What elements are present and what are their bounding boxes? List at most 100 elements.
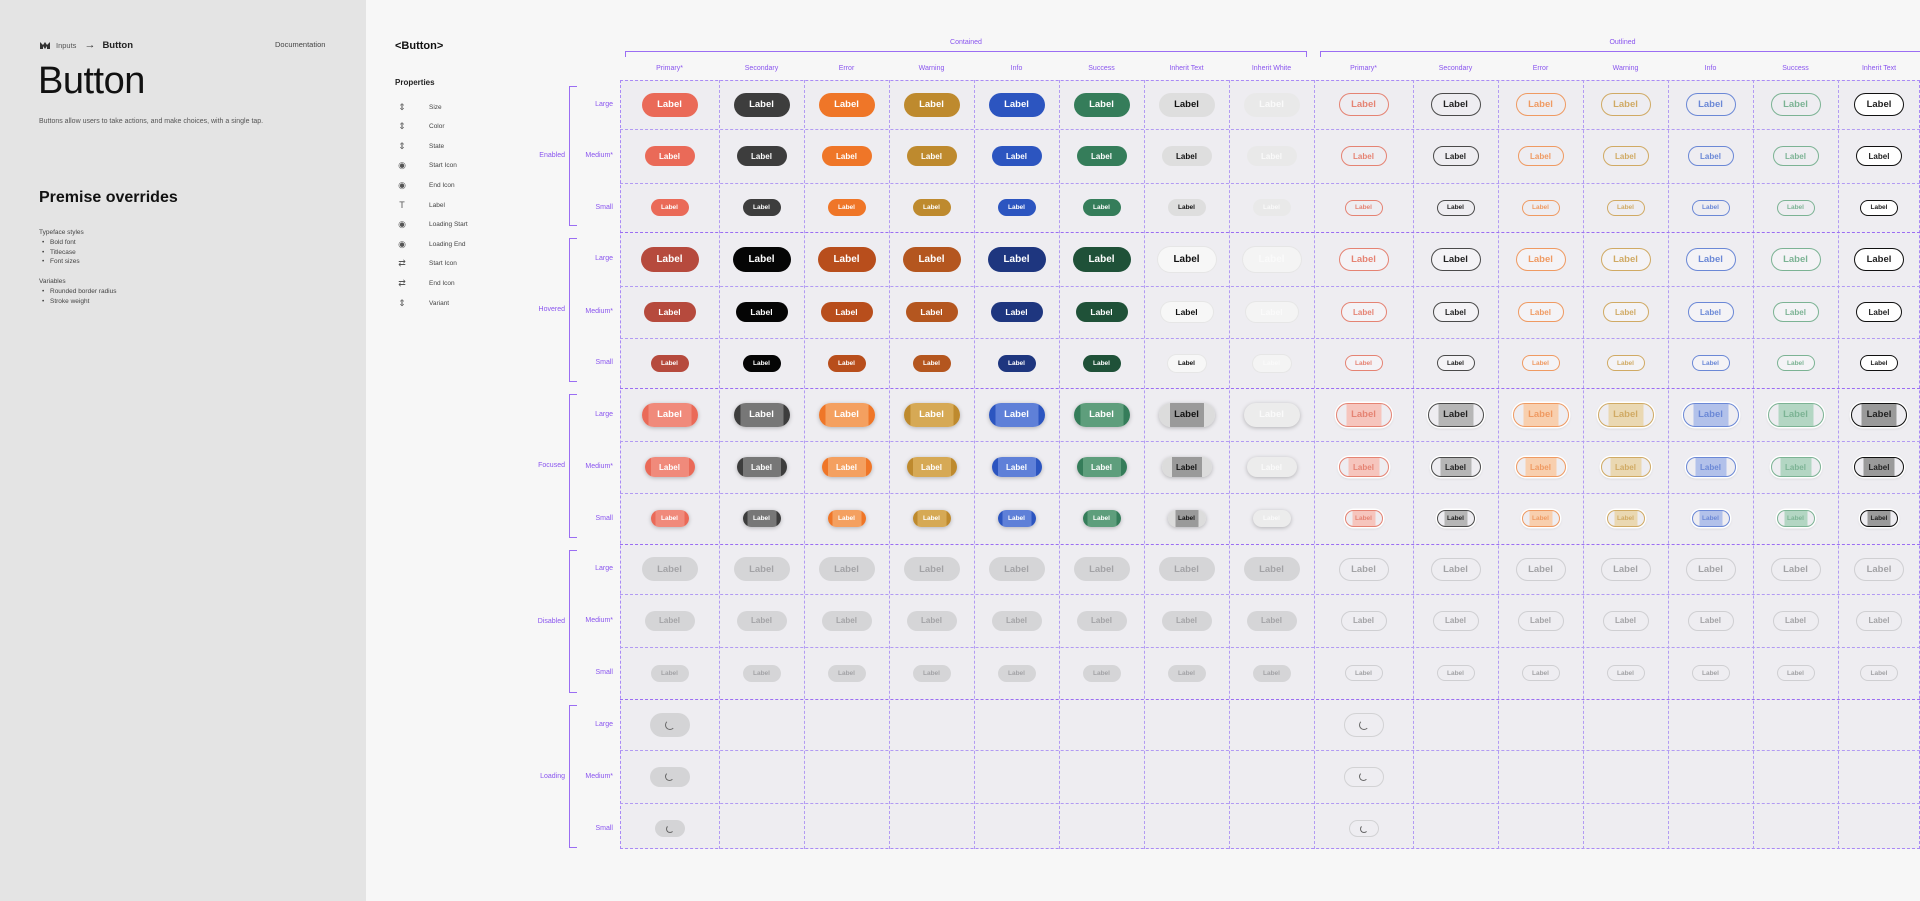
button-outlined-disabled[interactable]: Label (1687, 610, 1734, 631)
property-item[interactable]: ◉ Loading Start (395, 219, 468, 231)
button-outlined-enabled[interactable]: Label (1338, 93, 1389, 116)
button-outlined-hovered[interactable]: Label (1515, 247, 1566, 271)
button-contained-focused[interactable]: Label (641, 402, 698, 427)
button-contained-focused[interactable]: Label (903, 402, 960, 427)
button-contained-enabled[interactable]: Label (903, 92, 960, 117)
button-outlined-hovered[interactable]: Label (1430, 247, 1481, 271)
button-outlined-hovered[interactable]: Label (1776, 355, 1815, 371)
button-contained-disabled[interactable]: Label (1252, 664, 1291, 682)
button-contained-focused[interactable]: Label (988, 402, 1045, 427)
button-contained-hovered[interactable]: Label (1157, 246, 1216, 272)
button-contained-disabled[interactable]: Label (641, 557, 698, 581)
button-outlined-enabled[interactable]: Label (1691, 199, 1730, 216)
button-outlined-disabled[interactable]: Label (1344, 665, 1383, 681)
button-contained-enabled[interactable]: Label (991, 146, 1042, 166)
button-contained-disabled[interactable]: Label (644, 610, 695, 631)
button-contained-focused[interactable]: Label (733, 402, 790, 427)
button-contained-enabled[interactable]: Label (1167, 199, 1206, 216)
button-contained-disabled[interactable]: Label (1167, 664, 1206, 682)
button-contained-disabled[interactable]: Label (997, 664, 1036, 682)
button-outlined-disabled[interactable]: Label (1436, 665, 1475, 681)
button-contained-hovered[interactable]: Label (1245, 302, 1298, 322)
button-outlined-hovered[interactable]: Label (1606, 355, 1645, 371)
button-outlined-disabled[interactable]: Label (1517, 610, 1564, 631)
button-contained-hovered[interactable]: Label (902, 246, 961, 272)
button-contained-focused[interactable]: Label (906, 457, 957, 477)
button-contained-disabled[interactable]: Label (742, 664, 781, 682)
button-contained-disabled[interactable]: Label (736, 610, 787, 631)
button-contained-hovered[interactable]: Label (1075, 302, 1128, 322)
button-outlined-enabled[interactable]: Label (1436, 199, 1475, 216)
button-contained-disabled[interactable]: Label (1082, 664, 1121, 682)
button-outlined-hovered[interactable]: Label (1338, 247, 1389, 271)
button-contained-enabled[interactable]: Label (736, 146, 787, 166)
button-contained-hovered[interactable]: Label (817, 246, 876, 272)
button-contained-enabled[interactable]: Label (821, 146, 872, 166)
button-contained-hovered[interactable]: Label (1072, 246, 1131, 272)
button-contained-hovered[interactable]: Label (732, 246, 791, 272)
button-contained-disabled[interactable]: Label (912, 664, 951, 682)
button-outlined-enabled[interactable]: Label (1772, 146, 1819, 166)
property-item[interactable]: ⇄ End Icon (395, 277, 454, 289)
button-outlined-enabled[interactable]: Label (1340, 146, 1387, 166)
button-contained-hovered[interactable]: Label (912, 354, 951, 372)
button-outlined-focused[interactable]: Label (1436, 510, 1475, 527)
button-outlined-focused[interactable]: Label (1854, 457, 1904, 477)
button-contained-disabled[interactable]: Label (988, 557, 1045, 581)
loading-button-outlined[interactable] (1343, 766, 1384, 787)
button-outlined-enabled[interactable]: Label (1517, 146, 1564, 166)
button-contained-disabled[interactable]: Label (1161, 610, 1212, 631)
button-contained-focused[interactable]: Label (821, 457, 872, 477)
loading-button-contained[interactable] (649, 766, 690, 787)
button-contained-focused[interactable]: Label (650, 510, 689, 527)
button-contained-focused[interactable]: Label (991, 457, 1042, 477)
button-contained-disabled[interactable]: Label (1076, 610, 1127, 631)
button-outlined-hovered[interactable]: Label (1344, 355, 1383, 371)
button-contained-enabled[interactable]: Label (1076, 146, 1127, 166)
button-contained-enabled[interactable]: Label (906, 146, 957, 166)
button-outlined-focused[interactable]: Label (1685, 457, 1736, 477)
button-outlined-disabled[interactable]: Label (1602, 610, 1649, 631)
button-outlined-focused[interactable]: Label (1851, 402, 1907, 427)
button-contained-enabled[interactable]: Label (1246, 146, 1297, 166)
button-contained-hovered[interactable]: Label (997, 354, 1036, 372)
button-outlined-disabled[interactable]: Label (1776, 665, 1815, 681)
button-contained-hovered[interactable]: Label (640, 246, 699, 272)
button-contained-disabled[interactable]: Label (1246, 610, 1297, 631)
button-contained-enabled[interactable]: Label (641, 92, 698, 117)
button-contained-disabled[interactable]: Label (903, 557, 960, 581)
button-contained-enabled[interactable]: Label (1158, 92, 1215, 117)
button-outlined-enabled[interactable]: Label (1685, 93, 1736, 116)
button-outlined-focused[interactable]: Label (1338, 457, 1389, 477)
button-outlined-hovered[interactable]: Label (1772, 302, 1819, 322)
button-contained-enabled[interactable]: Label (644, 146, 695, 166)
button-outlined-enabled[interactable]: Label (1854, 93, 1904, 116)
button-outlined-focused[interactable]: Label (1335, 402, 1392, 427)
button-outlined-hovered[interactable]: Label (1432, 302, 1479, 322)
button-outlined-focused[interactable]: Label (1344, 510, 1383, 527)
button-outlined-hovered[interactable]: Label (1517, 302, 1564, 322)
button-outlined-hovered[interactable]: Label (1860, 355, 1898, 371)
button-contained-focused[interactable]: Label (1252, 510, 1291, 527)
button-outlined-disabled[interactable]: Label (1430, 557, 1481, 581)
button-outlined-hovered[interactable]: Label (1856, 302, 1902, 322)
breadcrumb-parent[interactable]: Inputs (56, 40, 77, 50)
button-contained-focused[interactable]: Label (818, 402, 875, 427)
button-outlined-hovered[interactable]: Label (1687, 302, 1734, 322)
button-outlined-hovered[interactable]: Label (1521, 355, 1560, 371)
button-outlined-disabled[interactable]: Label (1606, 665, 1645, 681)
button-outlined-hovered[interactable]: Label (1436, 355, 1475, 371)
button-outlined-disabled[interactable]: Label (1854, 557, 1904, 581)
button-contained-hovered[interactable]: Label (1167, 354, 1206, 372)
property-item[interactable]: ⇕ Size (395, 101, 441, 113)
button-outlined-disabled[interactable]: Label (1856, 610, 1902, 631)
button-contained-hovered[interactable]: Label (1242, 246, 1301, 272)
button-outlined-hovered[interactable]: Label (1600, 247, 1651, 271)
button-contained-disabled[interactable]: Label (906, 610, 957, 631)
button-contained-enabled[interactable]: Label (997, 199, 1036, 216)
button-contained-disabled[interactable]: Label (818, 557, 875, 581)
loading-button-outlined[interactable] (1348, 820, 1379, 837)
button-outlined-focused[interactable]: Label (1521, 510, 1560, 527)
button-outlined-enabled[interactable]: Label (1606, 199, 1645, 216)
property-item[interactable]: ⇕ State (395, 140, 444, 152)
